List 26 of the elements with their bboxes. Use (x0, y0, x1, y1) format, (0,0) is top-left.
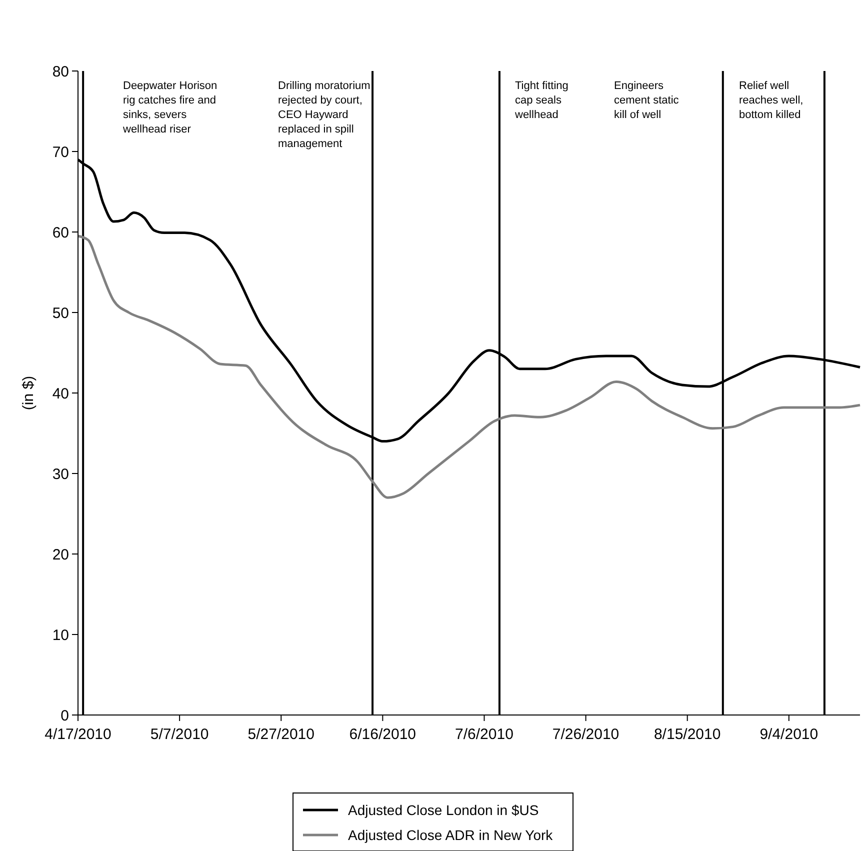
x-tick-label: 6/16/2010 (349, 726, 416, 743)
annotation: Drilling moratorium rejected by court, CEO Hayward replaced in spill management (278, 80, 370, 150)
annotation: Deepwater Horison rig catches fire and sinks, severs wellhead riser (122, 80, 218, 136)
y-tick-label: 30 (52, 466, 69, 483)
annotation: Engineers cement static kill of well (614, 80, 680, 121)
y-tick-label: 70 (52, 144, 69, 161)
x-tick-label: 4/17/2010 (44, 726, 112, 743)
legend-label: Adjusted Close ADR in New York (348, 826, 554, 843)
y-tick-label: 20 (52, 546, 69, 564)
y-tick-label: 10 (52, 626, 69, 644)
y-tick-label: 40 (52, 385, 69, 402)
y-tick-label: 50 (52, 304, 69, 322)
y-tick-label: 80 (52, 63, 69, 80)
y-tick-label: 0 (60, 707, 69, 724)
legend-label: Adjusted Close London in $US (348, 802, 539, 818)
x-tick-label: 5/27/2010 (248, 726, 314, 743)
x-tick-label: 8/15/2010 (654, 726, 721, 743)
x-tick-label: 9/4/2010 (760, 726, 818, 743)
x-tick-label: 7/6/2010 (455, 726, 514, 743)
annotation: Tight fitting cap seals wellhead (514, 80, 568, 121)
y-axis-title: (in $) (20, 376, 37, 410)
y-tick-label: 60 (52, 224, 69, 242)
x-tick-label: 5/7/2010 (150, 726, 209, 743)
x-tick-label: 7/26/2010 (552, 726, 620, 743)
annotation: Relief well reaches well, bottom killed (739, 80, 804, 121)
line-series (76, 234, 862, 499)
